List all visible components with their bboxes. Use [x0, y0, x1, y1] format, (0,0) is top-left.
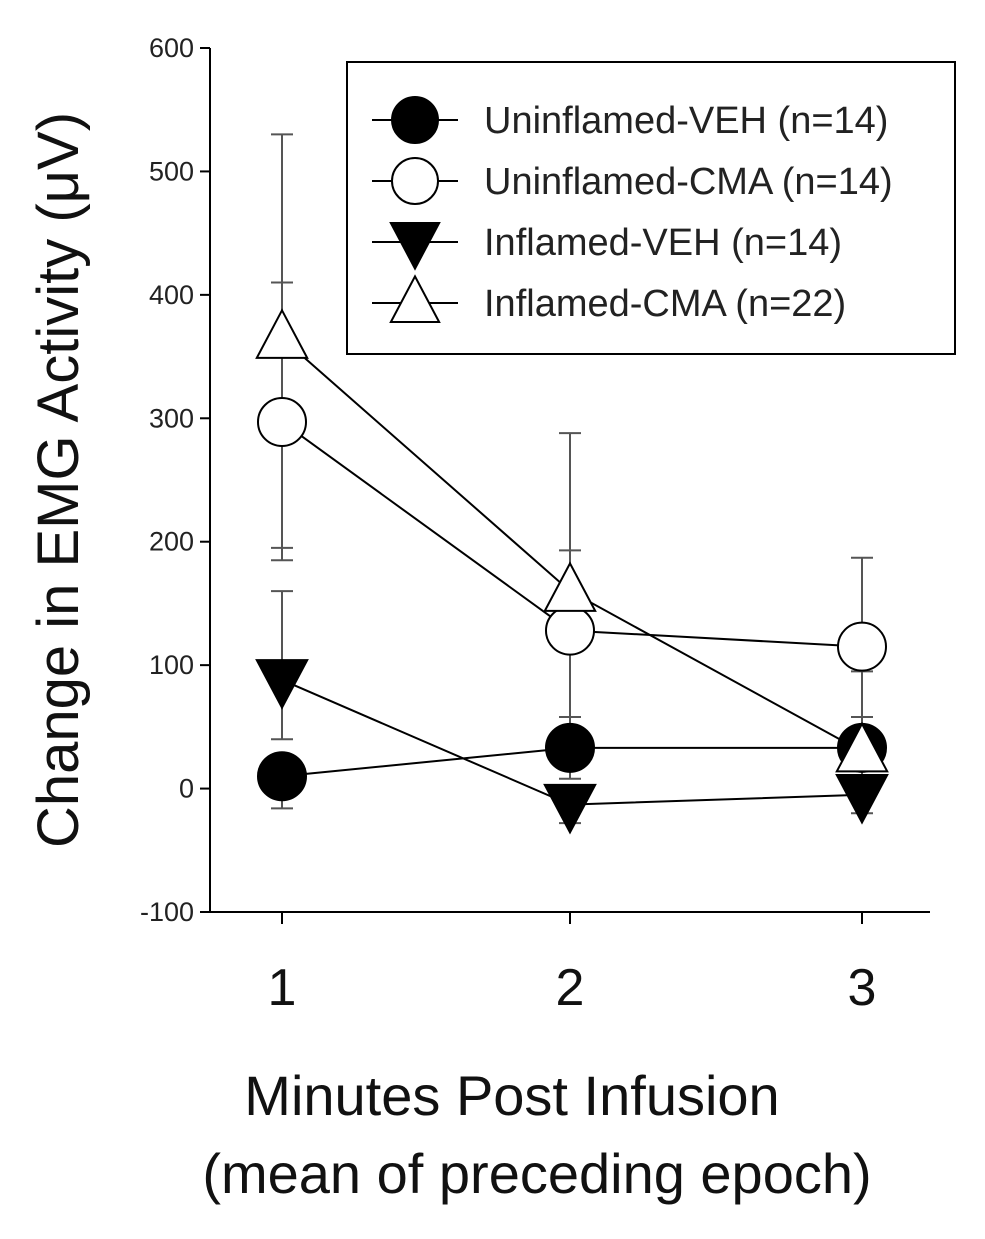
data-point-3	[255, 659, 309, 710]
data-point-2	[837, 621, 887, 672]
data-point-3	[835, 773, 889, 825]
legend-box	[346, 61, 956, 355]
legend-marker-1	[391, 96, 439, 144]
legend-label: Inflamed-CMA (n=22)	[484, 283, 846, 325]
legend-label: Inflamed-VEH (n=14)	[484, 222, 842, 264]
legend-marker-4	[389, 274, 441, 323]
y-tick-label: 0	[179, 774, 194, 804]
labels-layer: -100 0 100 200 300 400 500 600 1 2 3 Change in EMG …	[26, 33, 876, 1205]
y-tick-label: 500	[149, 156, 194, 186]
legend-marker-3	[389, 222, 441, 271]
y-tick-label: 200	[149, 527, 194, 557]
y-tick-label: 100	[149, 650, 194, 680]
axes-layer	[200, 47, 930, 924]
data-point-2	[257, 396, 307, 447]
legend-marker-2	[391, 157, 439, 205]
y-tick-label: -100	[140, 897, 194, 927]
data-point-3	[543, 783, 597, 835]
y-axis-title: Change in EMG Activity (μV)	[26, 112, 91, 848]
y-tick-label: 400	[149, 280, 194, 310]
data-point-4	[255, 308, 309, 359]
x-axis-subtitle: (mean of preceding epoch)	[202, 1142, 871, 1205]
legend: Uninflamed-VEH (n=14) Uninflamed-CMA (n=1…	[346, 61, 956, 355]
data-point-1	[257, 751, 307, 802]
series-line-4	[281, 337, 863, 753]
x-tick-label: 1	[268, 959, 297, 1017]
x-axis-title: Minutes Post Infusion	[244, 1064, 779, 1127]
legend-label: Uninflamed-VEH (n=14)	[484, 100, 888, 142]
data-point-4	[835, 721, 889, 773]
data-point-4	[543, 561, 597, 612]
x-tick-label: 2	[556, 959, 585, 1017]
data-point-1	[545, 722, 595, 773]
y-tick-label: 300	[149, 403, 194, 433]
y-tick-label: 600	[149, 33, 194, 63]
x-tick-label: 3	[848, 959, 877, 1017]
data-point-2	[545, 605, 595, 656]
markers-layer	[255, 308, 889, 835]
legend-label: Uninflamed-CMA (n=14)	[484, 161, 893, 203]
